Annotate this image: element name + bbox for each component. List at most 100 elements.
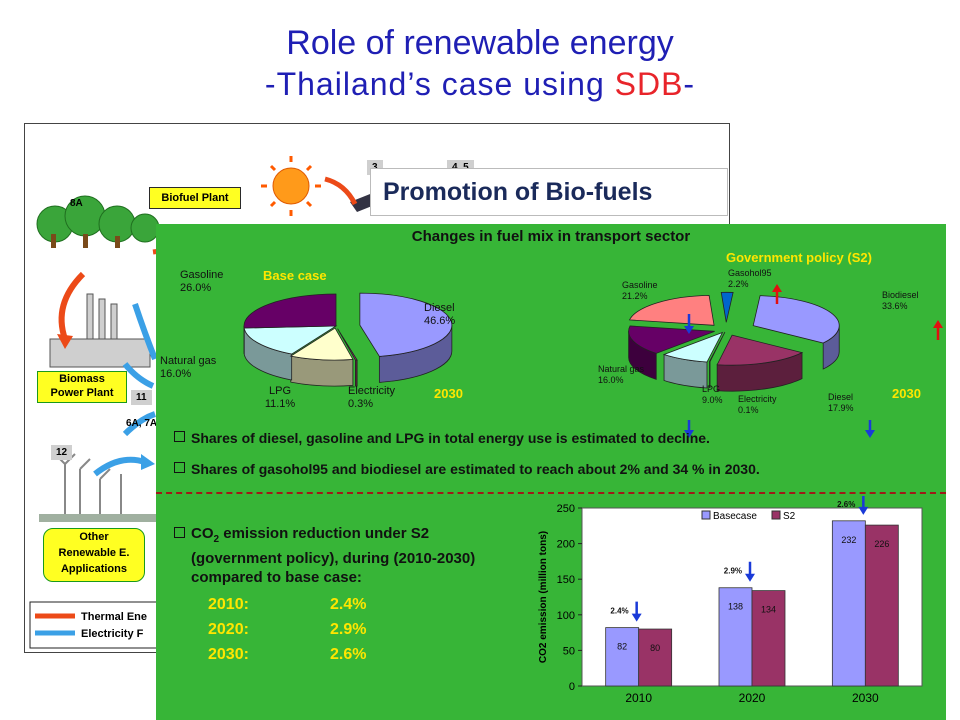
co2-bar-chart: 0 50 100 150 200 250 CO2 emission (million ton…	[538, 496, 923, 705]
step-6a7a: 6A, 7A	[126, 418, 158, 429]
step-11: 11	[131, 390, 152, 405]
co2-line3: compared to base case:	[191, 569, 362, 586]
reduction-value: 2.4%	[330, 596, 367, 613]
co2-line2: (government policy), during (2010-2030)	[191, 550, 476, 567]
pie-value-natural-gas: 16.0%	[160, 368, 191, 380]
reduction-value: 2.6%	[330, 646, 367, 663]
co2-word: CO	[191, 525, 214, 542]
pie-slice-natural-gas	[628, 325, 715, 354]
fuel-mix-panel: Changes in fuel mix in transport sector …	[156, 224, 946, 720]
bullet-text: Shares of diesel, gasoline and LPG in to…	[191, 430, 710, 446]
x-tick-label: 2030	[852, 691, 879, 705]
reduction-annotation: 2.4%	[610, 607, 628, 616]
bar-s2-2020	[751, 590, 786, 687]
co2-description: CO2 emission reduction under S2 (governm…	[174, 524, 475, 587]
reduction-year: 2010:	[208, 596, 249, 613]
reduction-year: 2020:	[208, 621, 249, 638]
reduction-year: 2030:	[208, 646, 249, 663]
increase-arrow-icon	[772, 284, 782, 304]
pie-label-gasohol95: Gasohol95	[728, 268, 772, 278]
pie-label-lpg: LPG	[702, 384, 720, 394]
gov-year-label: 2030	[892, 386, 921, 401]
pie-slice-diesel	[359, 292, 453, 357]
pie-label-natural-gas: Natural gas	[598, 364, 645, 374]
tree-icon	[36, 195, 160, 243]
pie-value-natural-gas: 16.0%	[598, 375, 624, 385]
pie-label-diesel: Diesel	[424, 302, 455, 314]
y-tick-label: 200	[557, 539, 575, 551]
page-subtitle: -Thailand’s case using SDB-	[0, 66, 960, 103]
legend-label: S2	[783, 511, 796, 522]
pie-slice-gasoline	[628, 294, 715, 326]
bar-value-label: 82	[617, 642, 627, 652]
legend-swatch	[701, 510, 711, 520]
pie-value-lpg: 9.0%	[702, 395, 723, 405]
subtitle-sdb: SDB	[614, 66, 684, 102]
biofuel-plant-label: Biofuel Plant	[149, 187, 241, 209]
decrease-arrow-icon	[858, 496, 869, 515]
pie-slice-diesel	[716, 334, 804, 366]
bullet-item: Shares of gasohol95 and biodiesel are es…	[174, 461, 760, 477]
pie-label-lpg: LPG	[269, 385, 291, 397]
decrease-arrow-icon	[745, 561, 755, 582]
x-tick-label: 2010	[625, 691, 652, 705]
pie-slice-natural-gas	[243, 325, 338, 355]
legend-electricity: Electricity F	[81, 628, 144, 640]
legend-swatch	[771, 510, 781, 520]
reduction-annotation: 2.9%	[724, 567, 742, 576]
co2-line1: emission reduction under S2	[219, 525, 430, 542]
pie-slice-electricity	[337, 328, 358, 361]
pie-label-diesel: Diesel	[828, 392, 853, 402]
sun-icon	[261, 156, 321, 216]
pie-value-electricity: 0.1%	[738, 405, 759, 415]
bar-value-label: 134	[761, 605, 776, 615]
bar-basecase-2010	[605, 627, 640, 687]
step-12: 12	[51, 445, 73, 460]
increase-arrow-icon	[933, 320, 943, 340]
pie-slice-lpg	[289, 327, 354, 361]
biomass-power-plant-label: Biomass Power Plant	[37, 371, 127, 403]
bar-value-label: 226	[874, 539, 889, 549]
y-tick-label: 250	[557, 503, 575, 515]
pie-label-electricity: Electricity	[738, 394, 777, 404]
decrease-arrow-icon	[631, 601, 642, 622]
bar-s2-2010	[638, 628, 673, 687]
y-axis-label: CO2 emission (million tons)	[538, 531, 549, 663]
step-8a: 8A	[70, 198, 83, 209]
pie-label-gasoline: Gasoline	[622, 280, 658, 290]
checkbox-square-icon	[174, 462, 185, 473]
decrease-arrow-icon	[865, 420, 875, 438]
checkbox-square-icon	[174, 431, 185, 442]
bar-value-label: 232	[841, 535, 856, 545]
pie-value-gasoline: 21.2%	[622, 291, 648, 301]
y-tick-label: 50	[563, 645, 575, 657]
pie-value-lpg: 11.1%	[265, 398, 296, 410]
co2-subscript: 2	[213, 534, 220, 545]
checkbox-square-icon	[174, 527, 185, 538]
bar-value-label: 138	[728, 602, 743, 612]
pie-value-diesel: 17.9%	[828, 403, 854, 413]
promotion-title: Promotion of Bio-fuels	[370, 168, 728, 216]
pie-slice-gasohol95	[720, 291, 734, 323]
decrease-arrow-icon	[684, 314, 694, 334]
reduction-value: 2.9%	[330, 621, 367, 638]
subtitle-suffix: -	[683, 66, 696, 102]
base-year-label: 2030	[434, 386, 463, 401]
pie-slice-lpg	[662, 331, 724, 363]
pie-label-biodiesel: Biodiesel	[882, 290, 919, 300]
legend-thermal: Thermal Ene	[81, 611, 147, 623]
pie-slice-side-lpg	[290, 355, 354, 387]
bullet-text: Shares of gasohol95 and biodiesel are es…	[191, 461, 760, 477]
section-divider	[156, 492, 946, 494]
other-renewable-label: Other Renewable E. Applications	[43, 528, 145, 582]
government-policy-label: Government policy (S2)	[726, 250, 872, 265]
bar-value-label: 80	[650, 643, 660, 653]
decrease-arrow-icon	[684, 420, 694, 438]
bullet-item: Shares of diesel, gasoline and LPG in to…	[174, 430, 710, 446]
page-title: Role of renewable energy	[286, 24, 674, 62]
y-tick-label: 0	[569, 681, 575, 693]
bar-basecase-2020	[718, 587, 753, 687]
y-tick-label: 100	[557, 610, 575, 622]
base-case-label: Base case	[263, 268, 327, 283]
panel-title: Changes in fuel mix in transport sector	[411, 228, 691, 245]
